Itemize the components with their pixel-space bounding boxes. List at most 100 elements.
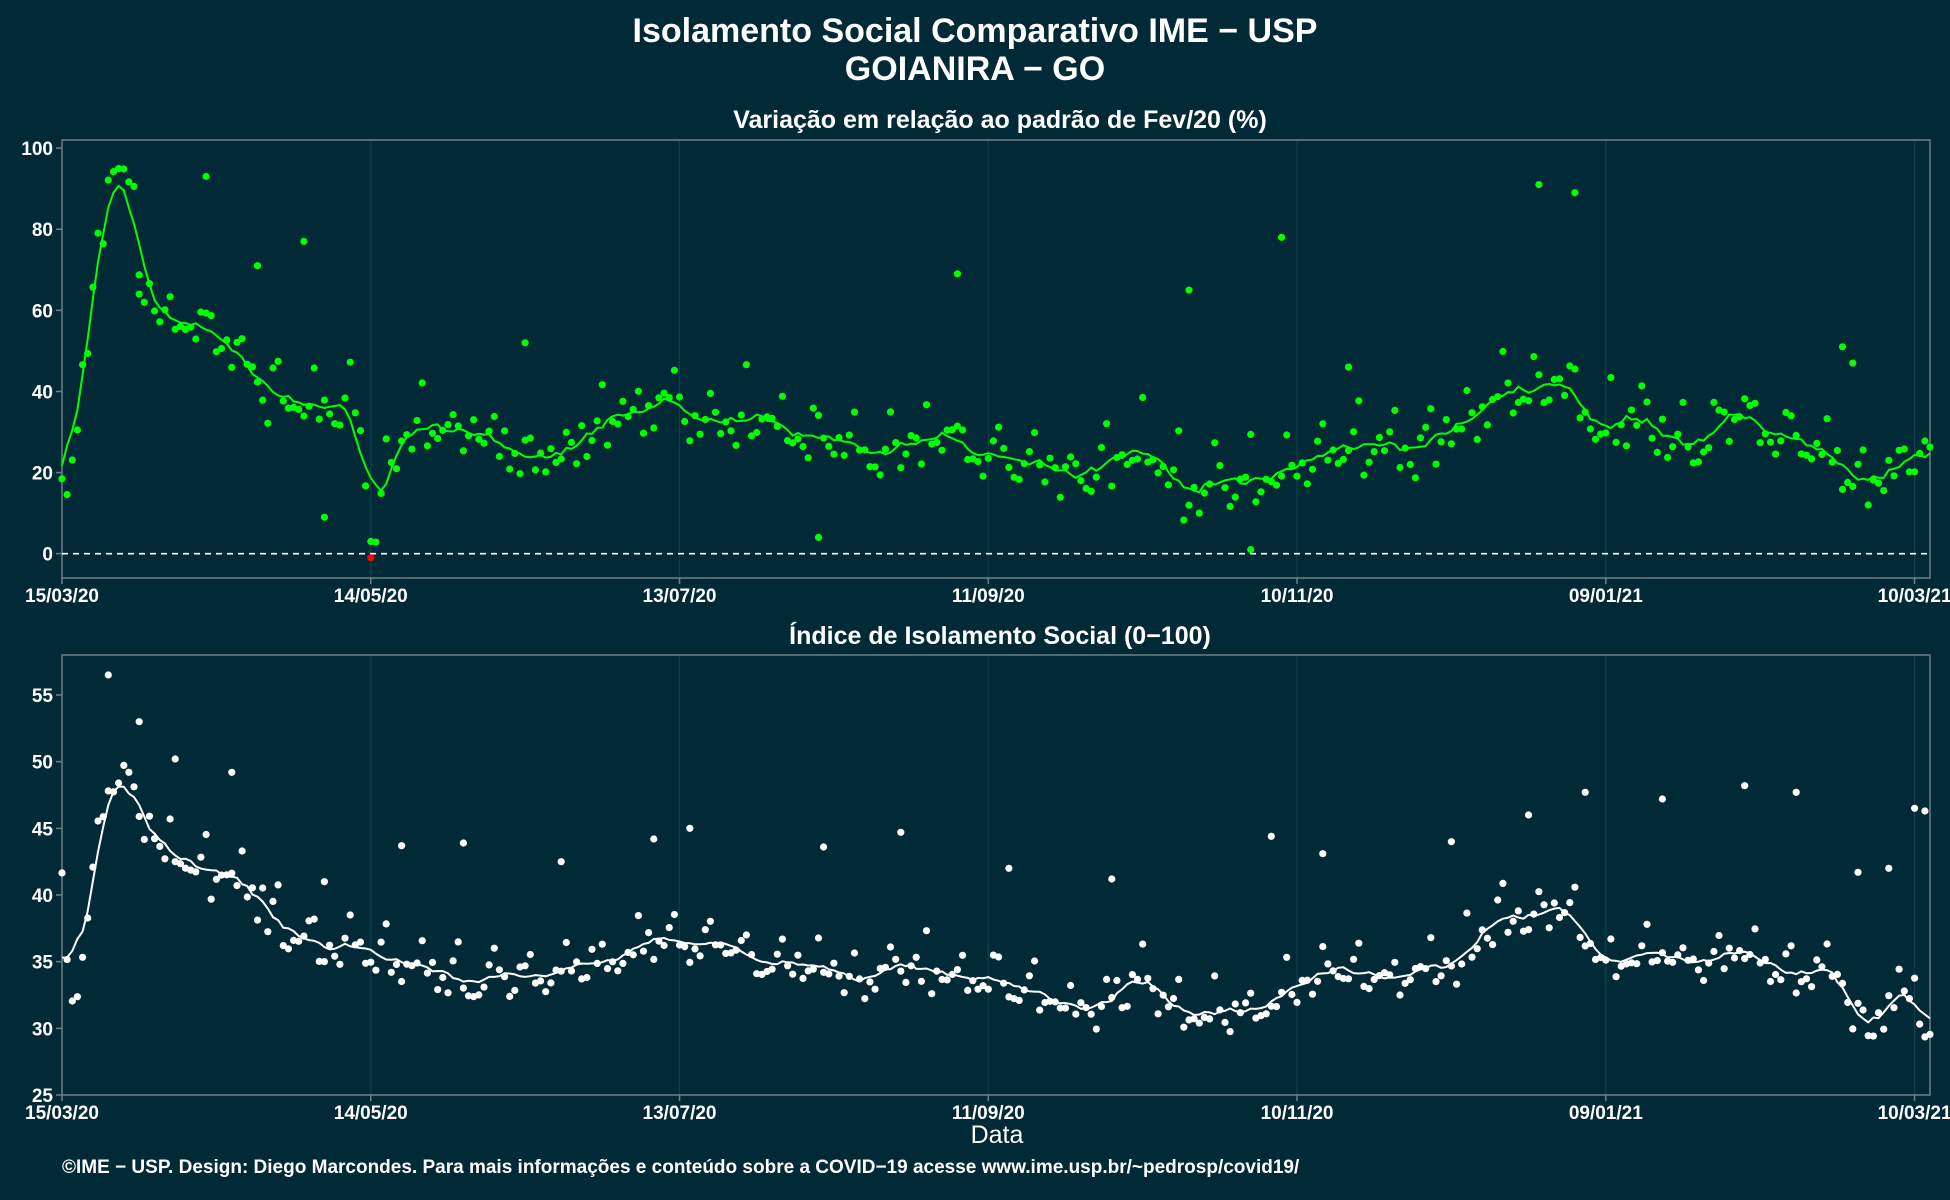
- data-point: [1468, 953, 1476, 961]
- data-point: [63, 956, 71, 964]
- y-tick-label: 80: [32, 220, 53, 241]
- data-point: [717, 941, 725, 949]
- data-point: [495, 452, 503, 460]
- data-point: [145, 280, 154, 288]
- data-point: [1329, 446, 1337, 454]
- x-tick-label: 10/11/20: [1261, 1103, 1334, 1124]
- data-point: [1344, 446, 1353, 455]
- data-point: [1396, 991, 1404, 999]
- data-point: [1283, 431, 1291, 439]
- data-point: [1370, 448, 1378, 456]
- data-point: [130, 783, 138, 791]
- data-point: [789, 439, 797, 447]
- data-point: [372, 538, 380, 546]
- data-point: [799, 442, 807, 451]
- data-point: [1540, 901, 1548, 909]
- data-point: [562, 938, 570, 947]
- data-point: [1926, 443, 1934, 451]
- data-point: [675, 393, 684, 401]
- data-point: [1025, 972, 1033, 980]
- data-point: [377, 489, 385, 497]
- data-point: [1710, 947, 1718, 956]
- data-point: [943, 426, 951, 434]
- data-point: [439, 973, 447, 982]
- data-point: [814, 411, 823, 419]
- data-point: [732, 946, 740, 954]
- data-point: [1298, 976, 1306, 985]
- data-point: [912, 953, 920, 961]
- data-point: [1772, 970, 1780, 979]
- data-point: [917, 460, 926, 468]
- data-point: [1267, 832, 1275, 840]
- data-point: [1437, 972, 1445, 980]
- data-point: [192, 335, 200, 343]
- data-point: [449, 411, 457, 419]
- data-point: [794, 435, 802, 443]
- data-point: [480, 439, 488, 447]
- data-point: [1669, 443, 1677, 451]
- data-point: [1895, 965, 1903, 973]
- data-point: [866, 463, 874, 471]
- data-point: [974, 985, 982, 993]
- main-title-line1: Isolamento Social Comparativo IME − USP: [632, 12, 1318, 50]
- data-point: [1720, 408, 1728, 416]
- data-point: [1473, 435, 1481, 443]
- data-point: [902, 450, 910, 458]
- data-point: [717, 430, 725, 438]
- data-point: [140, 298, 148, 306]
- data-point: [573, 460, 581, 468]
- data-point: [784, 962, 792, 970]
- data-point: [1247, 989, 1255, 997]
- data-point: [696, 430, 704, 438]
- data-point: [933, 967, 941, 975]
- data-point: [1885, 864, 1893, 872]
- data-point: [1118, 451, 1126, 459]
- data-point: [387, 968, 395, 976]
- data-point: [1005, 463, 1013, 471]
- data-point: [166, 815, 174, 823]
- data-point: [84, 349, 92, 357]
- data-point: [897, 464, 905, 472]
- data-point: [1432, 460, 1440, 468]
- data-point: [789, 970, 797, 978]
- data-point: [521, 339, 529, 347]
- data-point: [768, 414, 776, 422]
- data-point: [1144, 974, 1152, 982]
- data-point: [1859, 446, 1867, 454]
- data-point: [346, 911, 354, 919]
- data-point: [130, 182, 138, 190]
- data-point: [1272, 481, 1281, 489]
- data-point: [1581, 408, 1589, 416]
- data-point: [1000, 444, 1008, 452]
- data-point: [1489, 941, 1497, 949]
- data-point: [1911, 804, 1919, 812]
- data-point: [1411, 474, 1419, 482]
- data-point: [1231, 1000, 1239, 1008]
- data-point: [686, 824, 694, 832]
- data-point: [1782, 950, 1790, 958]
- data-point: [1792, 989, 1800, 997]
- data-point: [1808, 455, 1816, 463]
- main-title: Isolamento Social Comparativo IME − USP …: [0, 12, 1950, 88]
- data-point: [382, 435, 390, 443]
- data-point: [542, 468, 550, 476]
- data-point: [351, 409, 359, 417]
- data-point: [1221, 484, 1229, 492]
- data-point: [552, 458, 560, 466]
- data-point: [140, 835, 148, 844]
- data-point: [58, 869, 66, 877]
- data-point: [1679, 944, 1687, 952]
- data-point: [1247, 546, 1255, 554]
- data-point: [583, 452, 591, 461]
- data-point: [1761, 955, 1769, 964]
- data-point: [886, 943, 895, 951]
- data-point: [953, 422, 962, 430]
- data-point: [1864, 1032, 1872, 1040]
- data-point: [300, 412, 308, 420]
- data-point: [1700, 448, 1708, 456]
- data-point: [1283, 953, 1291, 961]
- data-point: [1015, 996, 1023, 1005]
- data-point: [1658, 795, 1666, 803]
- data-point: [1082, 1004, 1090, 1012]
- data-point: [1339, 974, 1347, 983]
